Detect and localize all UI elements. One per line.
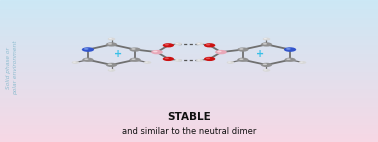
Text: and similar to the neutral dimer: and similar to the neutral dimer	[122, 127, 256, 136]
Circle shape	[284, 47, 296, 52]
Circle shape	[237, 47, 249, 52]
Circle shape	[217, 51, 222, 52]
Circle shape	[263, 43, 267, 45]
Circle shape	[227, 61, 234, 64]
Circle shape	[206, 44, 210, 45]
Text: +: +	[256, 49, 264, 59]
Circle shape	[106, 63, 117, 67]
Circle shape	[109, 69, 112, 70]
Circle shape	[206, 58, 210, 59]
Circle shape	[299, 61, 306, 64]
Circle shape	[82, 47, 94, 52]
Circle shape	[300, 61, 303, 63]
Circle shape	[72, 61, 79, 64]
Circle shape	[264, 38, 267, 39]
Text: +: +	[114, 49, 122, 59]
Circle shape	[131, 58, 136, 60]
Circle shape	[286, 58, 291, 60]
Circle shape	[153, 51, 158, 52]
Circle shape	[261, 63, 272, 67]
Circle shape	[174, 59, 182, 62]
Circle shape	[263, 38, 270, 40]
Circle shape	[108, 69, 115, 72]
Circle shape	[129, 58, 141, 62]
Circle shape	[164, 44, 169, 45]
Circle shape	[108, 43, 112, 45]
Circle shape	[164, 58, 169, 59]
Circle shape	[108, 63, 112, 65]
Circle shape	[163, 57, 174, 61]
Circle shape	[196, 42, 204, 45]
Circle shape	[204, 43, 215, 47]
Text: polar environment: polar environment	[13, 41, 19, 95]
Circle shape	[131, 48, 136, 50]
Circle shape	[237, 58, 249, 62]
Circle shape	[215, 50, 227, 54]
Circle shape	[129, 47, 141, 52]
Circle shape	[176, 43, 178, 44]
Circle shape	[204, 57, 215, 61]
Circle shape	[151, 50, 163, 54]
Circle shape	[261, 42, 272, 47]
Circle shape	[239, 58, 243, 60]
Circle shape	[109, 38, 112, 39]
Circle shape	[263, 69, 270, 72]
Circle shape	[284, 58, 296, 62]
Circle shape	[239, 48, 243, 50]
Circle shape	[145, 61, 148, 63]
Circle shape	[84, 58, 88, 60]
Circle shape	[144, 61, 151, 64]
Circle shape	[197, 43, 200, 44]
Circle shape	[286, 48, 291, 50]
Circle shape	[73, 61, 76, 63]
Text: STABLE: STABLE	[167, 112, 211, 122]
Circle shape	[176, 59, 178, 60]
Text: Solid phase or: Solid phase or	[6, 47, 11, 89]
Circle shape	[108, 38, 115, 40]
Circle shape	[82, 58, 94, 62]
Circle shape	[264, 69, 267, 70]
Circle shape	[197, 59, 200, 60]
Circle shape	[84, 48, 88, 50]
Circle shape	[263, 63, 267, 65]
Circle shape	[174, 42, 182, 45]
Circle shape	[106, 42, 117, 47]
Circle shape	[196, 59, 204, 62]
Circle shape	[163, 43, 174, 47]
Circle shape	[228, 61, 231, 63]
